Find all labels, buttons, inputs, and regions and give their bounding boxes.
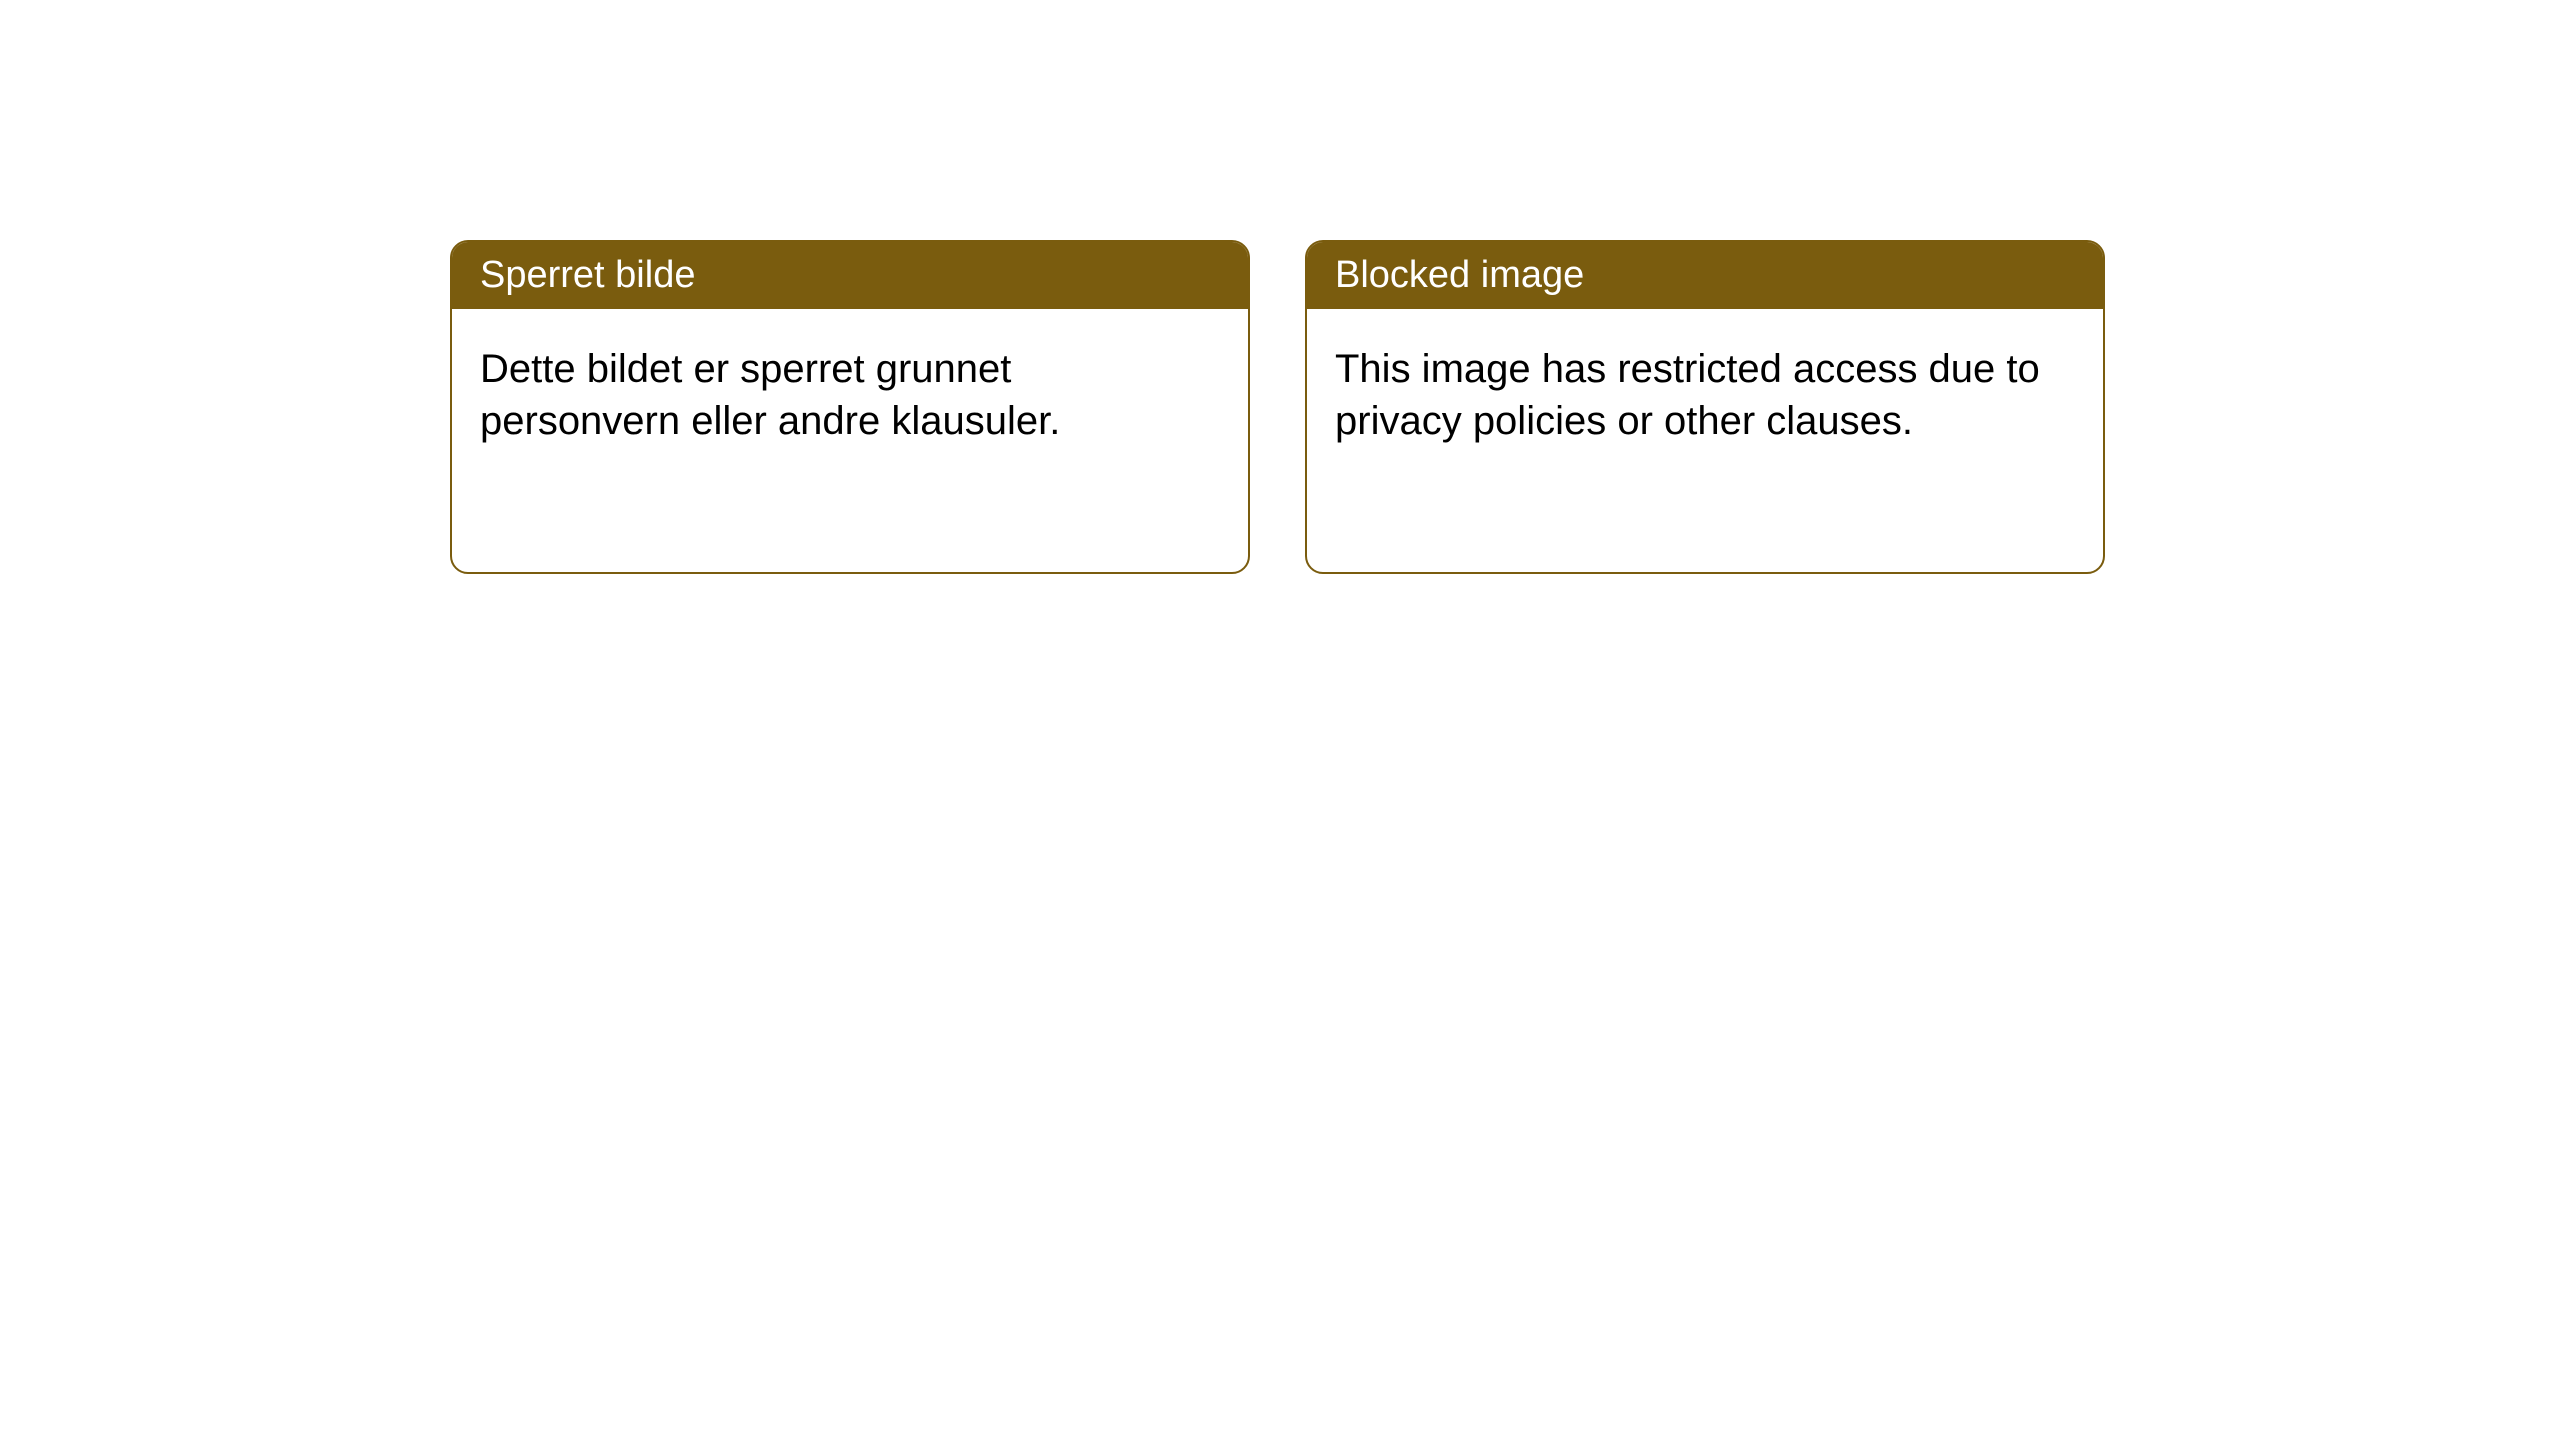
notice-card-header: Sperret bilde <box>452 242 1248 309</box>
notice-card-norwegian: Sperret bilde Dette bildet er sperret gr… <box>450 240 1250 574</box>
notice-card-body: This image has restricted access due to … <box>1307 309 2103 481</box>
notice-card-body: Dette bildet er sperret grunnet personve… <box>452 309 1248 481</box>
notice-card-header: Blocked image <box>1307 242 2103 309</box>
notice-card-english: Blocked image This image has restricted … <box>1305 240 2105 574</box>
notice-cards-container: Sperret bilde Dette bildet er sperret gr… <box>0 0 2560 574</box>
notice-card-title: Blocked image <box>1335 254 1584 296</box>
notice-card-title: Sperret bilde <box>480 254 695 296</box>
notice-card-text: This image has restricted access due to … <box>1335 347 2040 443</box>
notice-card-text: Dette bildet er sperret grunnet personve… <box>480 347 1060 443</box>
